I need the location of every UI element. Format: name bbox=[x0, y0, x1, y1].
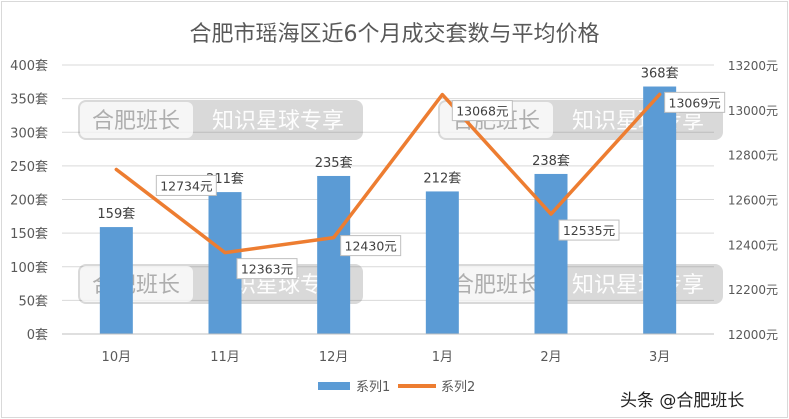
watermark-box-inner bbox=[440, 266, 553, 302]
y-right-tick-label: 13200元 bbox=[728, 59, 778, 73]
y-left-tick-label: 300套 bbox=[10, 125, 48, 141]
y-left-tick-label: 400套 bbox=[10, 58, 48, 74]
bar-data-label: 235套 bbox=[315, 155, 353, 171]
watermark-box-inner bbox=[80, 102, 193, 138]
legend-label-series-1: 系列1 bbox=[356, 380, 390, 395]
line-label-box bbox=[340, 235, 402, 257]
y-right-tick-label: 12800元 bbox=[728, 149, 778, 163]
bar bbox=[643, 86, 677, 335]
bar bbox=[534, 173, 568, 334]
line-label-box bbox=[664, 91, 726, 113]
line-point bbox=[549, 212, 553, 216]
line-point bbox=[332, 236, 336, 240]
bar-data-label: 212套 bbox=[423, 170, 461, 186]
y-left-tick-label: 150套 bbox=[10, 226, 48, 242]
watermark-text: 合肥班长 bbox=[452, 273, 540, 298]
line-data-label: 13068元 bbox=[456, 104, 508, 119]
x-tick-label: 1月 bbox=[432, 350, 453, 365]
line-point bbox=[440, 93, 444, 97]
y-right-tick-label: 12200元 bbox=[728, 283, 778, 297]
line-data-label: 12430元 bbox=[345, 239, 397, 254]
x-tick-label: 2月 bbox=[540, 350, 561, 365]
bar bbox=[208, 192, 242, 334]
legend-label-series-2: 系列2 bbox=[441, 380, 475, 395]
bar bbox=[99, 227, 133, 334]
line-point bbox=[223, 251, 227, 255]
watermark-text: 合肥班长 bbox=[92, 109, 180, 134]
x-tick-label: 12月 bbox=[319, 350, 349, 365]
x-tick-label: 10月 bbox=[102, 350, 132, 365]
watermark-text: 知识星球专享 bbox=[212, 109, 344, 134]
line-data-label: 12535元 bbox=[563, 223, 615, 238]
y-left-tick-label: 250套 bbox=[10, 159, 48, 175]
y-right-tick-label: 13000元 bbox=[728, 104, 778, 118]
y-left-tick-label: 100套 bbox=[10, 260, 48, 276]
y-left-tick-label: 200套 bbox=[10, 193, 48, 209]
bar-data-label: 238套 bbox=[532, 153, 570, 169]
y-left-tick-label: 50套 bbox=[18, 293, 48, 309]
x-tick-label: 3月 bbox=[649, 350, 670, 365]
bar-data-label: 368套 bbox=[641, 66, 679, 82]
line-label-box bbox=[155, 174, 217, 196]
bar bbox=[425, 191, 459, 334]
source-watermark: 头条 @合肥班长 bbox=[616, 386, 749, 411]
y-right-tick-label: 12600元 bbox=[728, 194, 778, 208]
legend-swatch-series-1 bbox=[318, 382, 350, 390]
line-label-box bbox=[451, 100, 513, 122]
chart-title: 合肥市瑶海区近6个月成交套数与平均价格 bbox=[189, 22, 600, 47]
y-right-tick-label: 12000元 bbox=[728, 328, 778, 342]
watermark-text: 知识星球专享 bbox=[572, 273, 704, 298]
bar-data-label: 159套 bbox=[97, 206, 135, 222]
line-label-box bbox=[558, 219, 620, 241]
x-tick-label: 11月 bbox=[210, 350, 240, 365]
y-right-tick-label: 12400元 bbox=[728, 238, 778, 252]
line-point bbox=[114, 167, 118, 171]
y-left-tick-label: 350套 bbox=[10, 92, 48, 108]
line-data-label: 12734元 bbox=[160, 178, 212, 193]
line-label-box bbox=[236, 258, 298, 280]
line-data-label: 13069元 bbox=[669, 95, 721, 110]
line-point bbox=[658, 92, 662, 96]
watermark-text: 知识星球专享 bbox=[572, 109, 704, 134]
line-data-label: 12363元 bbox=[241, 262, 293, 277]
y-left-tick-label: 0套 bbox=[27, 327, 48, 343]
line-series bbox=[114, 92, 662, 255]
